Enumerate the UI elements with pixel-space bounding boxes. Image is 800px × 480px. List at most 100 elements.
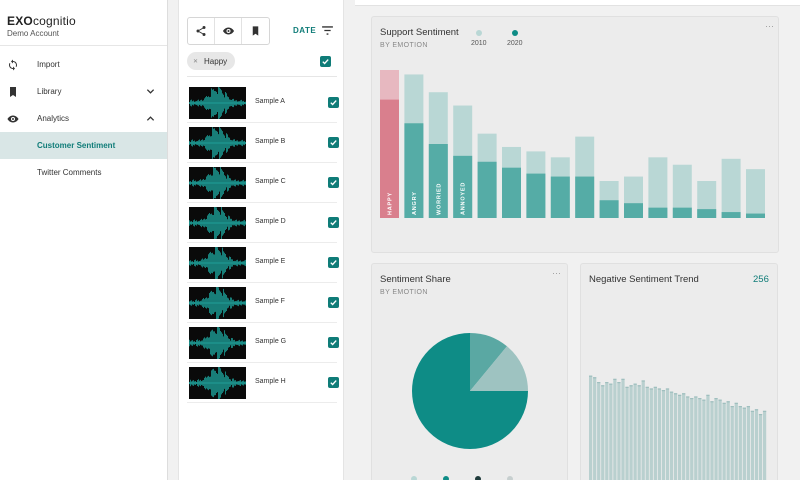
- trend-bar[interactable]: [642, 380, 645, 480]
- chip-close-icon[interactable]: ✕: [193, 58, 198, 65]
- bar-2020-6[interactable]: [526, 174, 545, 218]
- waveform-thumbnail[interactable]: [189, 87, 246, 119]
- bar-2020-13[interactable]: [697, 209, 716, 218]
- trend-bar[interactable]: [727, 401, 730, 480]
- sample-checkbox[interactable]: [328, 217, 339, 228]
- trend-bar[interactable]: [670, 392, 673, 480]
- bar-2010-14[interactable]: [722, 159, 741, 218]
- chevron-up-icon[interactable]: [146, 114, 155, 123]
- bar-2020-11[interactable]: [648, 208, 667, 218]
- trend-bar[interactable]: [731, 406, 734, 480]
- trend-bar[interactable]: [735, 403, 738, 480]
- trend-bar[interactable]: [601, 385, 604, 480]
- sidebar-item-customer-sentiment[interactable]: Customer Sentiment: [0, 132, 167, 159]
- bar-2020-9[interactable]: [600, 200, 619, 218]
- sidebar-item-twitter-comments[interactable]: Twitter Comments: [0, 159, 167, 186]
- filter-chip[interactable]: ✕ Happy: [187, 52, 235, 70]
- sample-checkbox[interactable]: [328, 177, 339, 188]
- sample-checkbox[interactable]: [328, 377, 339, 388]
- sample-checkbox[interactable]: [328, 97, 339, 108]
- share-button[interactable]: [188, 18, 215, 44]
- sample-row[interactable]: Sample E: [187, 243, 337, 283]
- bar-2020-8[interactable]: [575, 177, 594, 218]
- view-button[interactable]: [215, 18, 242, 44]
- chevron-down-icon[interactable]: [146, 87, 155, 96]
- bar-2020-7[interactable]: [551, 177, 570, 218]
- trend-bar[interactable]: [686, 396, 689, 480]
- sample-row[interactable]: Sample F: [187, 283, 337, 323]
- trend-bar[interactable]: [666, 388, 669, 480]
- select-all-checkbox[interactable]: [320, 56, 331, 67]
- trend-bar[interactable]: [747, 406, 750, 480]
- trend-bar[interactable]: [658, 388, 661, 480]
- trend-bar[interactable]: [690, 398, 693, 480]
- sample-checkbox[interactable]: [328, 257, 339, 268]
- bar-2010-15[interactable]: [746, 169, 765, 218]
- bar-2020-10[interactable]: [624, 203, 643, 218]
- trend-bar[interactable]: [763, 411, 766, 480]
- trend-bar[interactable]: [698, 398, 701, 480]
- waveform-thumbnail[interactable]: [189, 207, 246, 239]
- sample-row[interactable]: Sample G: [187, 323, 337, 363]
- trend-bar[interactable]: [751, 411, 754, 480]
- sidebar-item-library[interactable]: Library: [0, 78, 167, 105]
- waveform-thumbnail[interactable]: [189, 127, 246, 159]
- pie-legend-dot[interactable]: [507, 476, 513, 480]
- sample-row[interactable]: Sample D: [187, 203, 337, 243]
- trend-bar[interactable]: [605, 382, 608, 480]
- pie-legend-dot[interactable]: [475, 476, 481, 480]
- trend-bar[interactable]: [646, 387, 649, 480]
- trend-bar[interactable]: [759, 414, 762, 480]
- trend-bar[interactable]: [621, 379, 624, 480]
- trend-bar[interactable]: [629, 385, 632, 480]
- sample-row[interactable]: Sample C: [187, 163, 337, 203]
- trend-bar[interactable]: [634, 384, 637, 480]
- sidebar-item-import[interactable]: Import: [0, 51, 167, 78]
- trend-bar[interactable]: [678, 395, 681, 480]
- bar-2020-12[interactable]: [673, 208, 692, 218]
- trend-bar[interactable]: [739, 406, 742, 480]
- trend-bar[interactable]: [755, 409, 758, 480]
- sample-checkbox[interactable]: [328, 137, 339, 148]
- sample-row[interactable]: Sample A: [187, 83, 337, 123]
- waveform-thumbnail[interactable]: [189, 287, 246, 319]
- waveform-thumbnail[interactable]: [189, 167, 246, 199]
- trend-bar[interactable]: [723, 403, 726, 480]
- waveform-thumbnail[interactable]: [189, 327, 246, 359]
- sample-checkbox[interactable]: [328, 337, 339, 348]
- trend-bar[interactable]: [662, 390, 665, 480]
- pie-legend-dot[interactable]: [443, 476, 449, 480]
- waveform-thumbnail[interactable]: [189, 367, 246, 399]
- bar-2020-5[interactable]: [502, 168, 521, 218]
- trend-bar[interactable]: [682, 393, 685, 480]
- trend-bar[interactable]: [743, 408, 746, 480]
- bookmark-button[interactable]: [242, 18, 269, 44]
- sample-row[interactable]: Sample H: [187, 363, 337, 403]
- trend-bar[interactable]: [654, 387, 657, 480]
- trend-bar[interactable]: [613, 379, 616, 480]
- trend-bar[interactable]: [714, 398, 717, 480]
- trend-bar[interactable]: [650, 388, 653, 480]
- trend-bar[interactable]: [638, 385, 641, 480]
- pie-legend-dot[interactable]: [411, 476, 417, 480]
- trend-bar[interactable]: [609, 384, 612, 480]
- trend-bar[interactable]: [706, 395, 709, 480]
- waveform-thumbnail[interactable]: [189, 247, 246, 279]
- sidebar-item-analytics[interactable]: Analytics: [0, 105, 167, 132]
- trend-bar[interactable]: [589, 376, 592, 480]
- bar-2020-15[interactable]: [746, 214, 765, 218]
- trend-bar[interactable]: [617, 382, 620, 480]
- trend-bar[interactable]: [674, 393, 677, 480]
- trend-bar[interactable]: [694, 396, 697, 480]
- trend-bar[interactable]: [710, 401, 713, 480]
- trend-bar[interactable]: [702, 400, 705, 480]
- sample-row[interactable]: Sample B: [187, 123, 337, 163]
- bar-2020-14[interactable]: [722, 212, 741, 218]
- bar-2020-4[interactable]: [478, 162, 497, 218]
- trend-bar[interactable]: [718, 400, 721, 480]
- sort-by-date-button[interactable]: DATE: [293, 26, 333, 35]
- trend-bar[interactable]: [597, 382, 600, 480]
- trend-bar[interactable]: [593, 377, 596, 480]
- trend-bar[interactable]: [625, 387, 628, 480]
- sample-checkbox[interactable]: [328, 297, 339, 308]
